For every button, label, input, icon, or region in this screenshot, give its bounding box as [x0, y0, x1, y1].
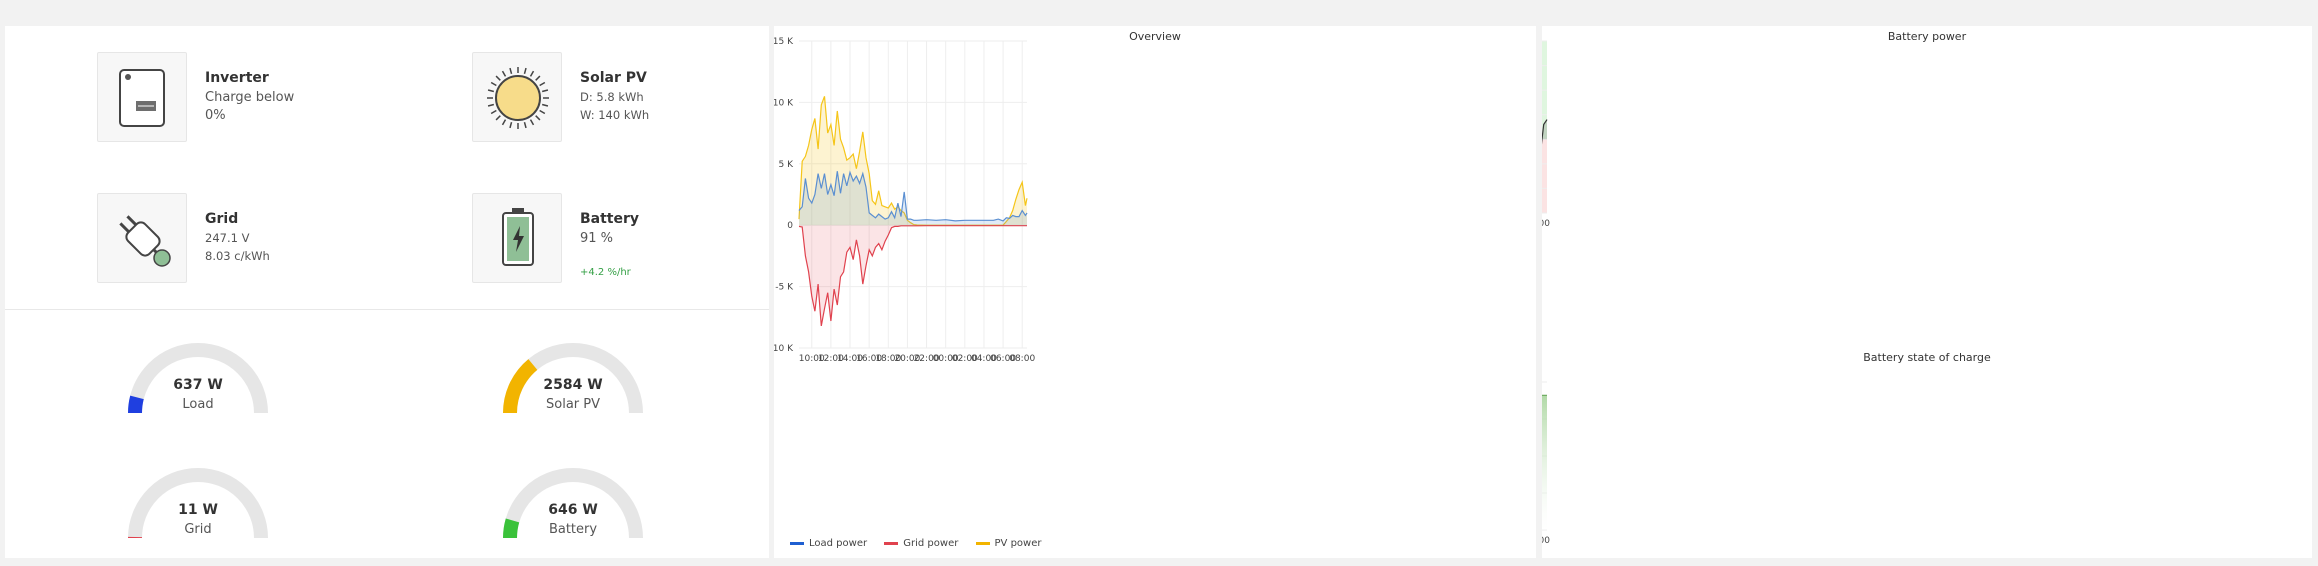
overview-legend: Load power Grid power PV power — [790, 538, 1056, 549]
grid-gauge-label: Grid — [184, 522, 212, 537]
sun-ray — [539, 109, 546, 115]
grid-gauge: 11 W Grid — [118, 450, 278, 540]
load-gauge-value: 637 W — [173, 377, 223, 393]
x-tick-label: 08:00 — [1009, 354, 1035, 364]
legend-label-load: Load power — [809, 538, 868, 549]
y-tick-label: 10 K — [774, 98, 794, 108]
solar-title: Solar PV — [580, 70, 647, 86]
inverter-line2: 0% — [205, 108, 226, 123]
pv-power-series-area — [799, 96, 1027, 226]
gauge-fill — [503, 359, 538, 414]
y-tick-label: 5 K — [779, 160, 795, 170]
x-tick-label: 16:00 — [856, 354, 882, 364]
battery-power-chart[interactable]: 2 K1.50 K1 K5000-500-1 K-1.5 K10:0012:00… — [1542, 26, 2312, 346]
load-power-series-area — [799, 171, 1027, 226]
battery-soc-title: Battery state of charge — [1863, 351, 1991, 364]
x-tick-label: 22:00 — [914, 354, 940, 364]
x-tick-label: 00:00 — [933, 354, 959, 364]
sun-ray — [541, 89, 549, 93]
grid-title: Grid — [205, 211, 239, 227]
sun-ray — [541, 103, 549, 107]
sun-ray — [487, 89, 495, 93]
battery-gauge: 646 W Battery — [493, 450, 653, 540]
y-tick-label: 15 K — [774, 37, 794, 47]
sun-ray — [501, 119, 507, 126]
sun-ray — [487, 103, 495, 107]
battery-rate: +4.2 %/hr — [580, 267, 631, 278]
sun-icon — [472, 52, 562, 142]
solar-line2: W: 140 kWh — [580, 108, 650, 122]
x-tick-label: 18:00 — [875, 354, 901, 364]
inverter-icon — [97, 52, 187, 142]
sun-ray — [529, 70, 535, 77]
sun-ray — [535, 115, 541, 121]
solar-gauge-label: Solar PV — [546, 397, 600, 412]
plug-icon — [97, 193, 187, 283]
sun-ray — [501, 70, 507, 77]
x-tick-label: 12:00 — [818, 354, 844, 364]
battery-gauge-label: Battery — [548, 522, 598, 537]
gauge-fill — [128, 395, 144, 414]
sun-ray — [490, 109, 497, 115]
sun-ray — [495, 115, 501, 121]
load-gauge-label: Load — [182, 397, 214, 412]
overview-title: Overview — [1129, 30, 1181, 43]
sun-ray — [529, 119, 535, 126]
battery-soc-chart[interactable]: 100755025010:0012:0014:0016:0018:0020:00… — [1542, 346, 2312, 558]
x-tick-label: 06:00 — [990, 354, 1016, 364]
solar-gauge: 2584 W Solar PV — [493, 325, 653, 415]
gauge-fill — [503, 518, 520, 539]
battery-power-title: Battery power — [1887, 30, 1967, 43]
sun-ray — [523, 67, 527, 75]
sun-ray — [539, 81, 546, 87]
grid-gauge-value: 11 W — [178, 502, 218, 518]
grid-power-series — [798, 225, 1027, 327]
gauge-track — [503, 468, 643, 539]
x-tick-label: 10:00 — [799, 354, 825, 364]
negative-band — [1542, 139, 1547, 213]
legend-label-grid: Grid power — [903, 538, 959, 549]
sun-ray — [495, 75, 501, 81]
x-tick-label: 02:00 — [952, 354, 978, 364]
sun-ray — [490, 81, 497, 87]
load-gauge: 637 W Load — [118, 325, 278, 415]
x-tick-label: 08:00 — [1542, 219, 1550, 229]
x-tick-label: 08:00 — [1542, 536, 1550, 546]
overview-panel — [774, 26, 1536, 558]
soc-area — [1542, 395, 1547, 530]
x-tick-label: 20:00 — [894, 354, 920, 364]
battery-line1: 91 % — [580, 231, 614, 246]
y-tick-label: 0 — [787, 221, 793, 231]
battery-title: Battery — [580, 211, 640, 227]
sun-ray — [509, 121, 513, 129]
grid-line1: 247.1 V — [205, 231, 250, 245]
x-tick-label: 04:00 — [971, 354, 997, 364]
inverter-line1: Charge below — [205, 90, 295, 105]
legend-item-pv[interactable]: PV power — [975, 538, 1042, 549]
legend-label-pv: PV power — [994, 538, 1042, 549]
divider — [5, 309, 769, 310]
sun-ray — [535, 75, 541, 81]
solar-gauge-value: 2584 W — [543, 377, 603, 393]
y-tick-label: -5 K — [775, 283, 794, 293]
gauge-track — [128, 468, 268, 539]
sun-ray — [509, 67, 513, 75]
load-power-series — [798, 170, 1028, 222]
overview-chart[interactable]: 15 K 10 K 5 K 0 -5 K -10 K 10:0012:0014:0016:0… — [774, 26, 1536, 558]
grid-power-series-area — [799, 225, 1027, 326]
y-tick-label: -10 K — [774, 344, 794, 354]
battery-icon — [472, 193, 562, 283]
legend-item-load[interactable]: Load power — [790, 538, 867, 549]
battery-gauge-value: 646 W — [548, 502, 598, 518]
grid-line2: 8.03 c/kWh — [205, 249, 270, 263]
gauge-track — [128, 343, 268, 414]
solar-line1: D: 5.8 kWh — [580, 90, 644, 104]
legend-item-grid[interactable]: Grid power — [884, 538, 958, 549]
battery-panel — [1542, 26, 2312, 558]
x-tick-label: 14:00 — [837, 354, 863, 364]
inverter-title: Inverter — [205, 70, 269, 86]
sun-ray — [523, 121, 527, 129]
battery-power-area — [1542, 119, 1547, 140]
